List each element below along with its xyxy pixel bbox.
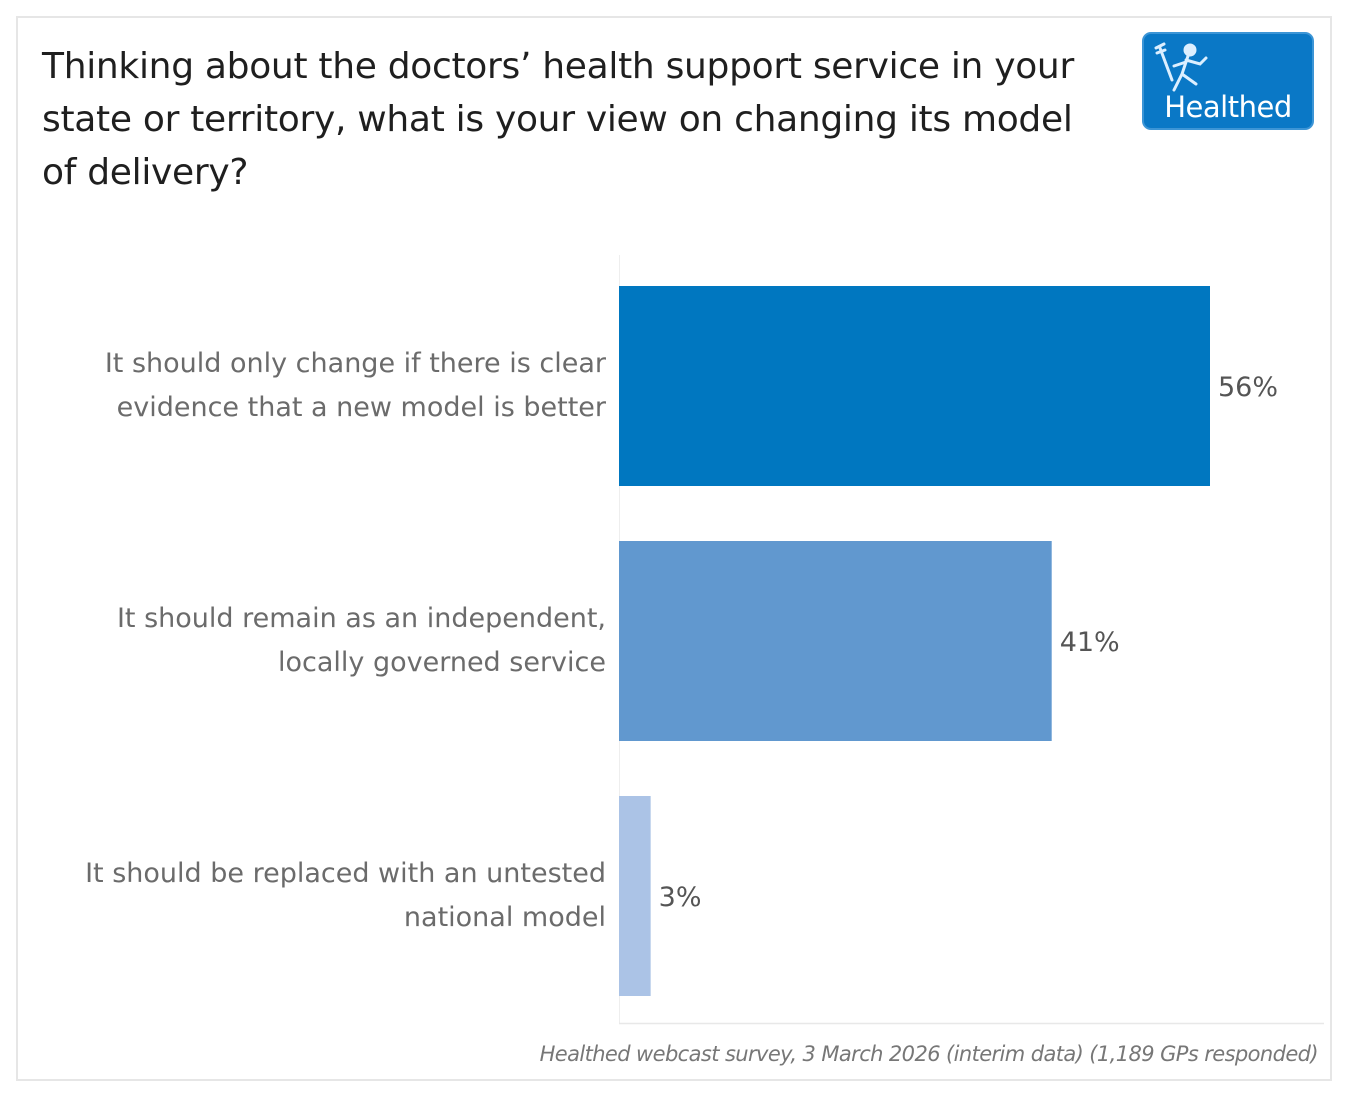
category-label-2-line-1: It should remain as an independent, (117, 603, 606, 634)
category-label-1-line-1: It should only change if there is clear (105, 348, 607, 379)
healthed-logo: Healthed (1142, 32, 1314, 130)
running-hermes-figure-icon (1154, 42, 1208, 92)
value-label-2: 41% (1060, 627, 1120, 658)
bar-3 (619, 796, 651, 996)
bar-2 (619, 541, 1052, 741)
bar-1 (619, 286, 1210, 486)
category-label-1-line-2: evidence that a new model is better (117, 392, 607, 423)
source-note: Healthed webcast survey, 3 March 2026 (i… (539, 1042, 1319, 1066)
value-label-1: 56% (1218, 372, 1278, 403)
logo-text: Healthed (1164, 90, 1292, 124)
category-label-2-line-2: locally governed service (278, 647, 606, 678)
category-label-3-line-1: It should be replaced with an untested (85, 858, 606, 889)
chart-title: Thinking about the doctors’ health suppo… (42, 46, 1074, 193)
category-label-3-line-2: national model (404, 902, 606, 933)
value-label-3: 3% (659, 882, 702, 913)
